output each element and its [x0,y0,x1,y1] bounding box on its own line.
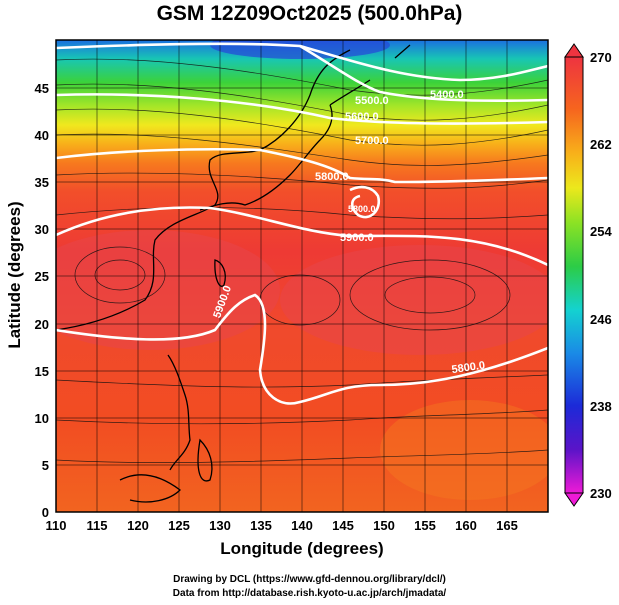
x-tick-label: 115 [87,518,108,533]
x-tick-label: 140 [291,518,313,533]
y-tick-label: 10 [35,411,49,426]
x-tick-label: 165 [496,518,518,533]
y-tick-label: 20 [35,317,49,332]
y-tick-label: 15 [35,364,49,379]
contour-label: 5500.0 [355,95,389,107]
x-tick-label: 160 [455,518,477,533]
y-tick-label: 0 [42,505,49,520]
height-contours [56,42,548,405]
x-tick-label: 135 [250,518,272,533]
y-tick-label: 35 [35,175,49,190]
colorbar: 230 238 246 254 262 270 [564,43,612,507]
wind-streamlines [56,58,548,463]
y-axis: 0 5 10 15 20 25 30 35 40 45 Latitude (de… [5,81,49,520]
temperature-field: 5500.0 5400.0 5600.0 5700.0 5800.0 5900.… [56,40,548,512]
colorbar-tick-label: 262 [590,137,612,152]
plot-frame [55,39,549,513]
contour-label: 5900.0 [340,232,374,244]
y-tick-label: 40 [35,128,49,143]
x-tick-label: 155 [414,518,436,533]
x-tick-label: 110 [46,518,67,533]
contour-label: 5800.0 [315,171,349,183]
x-tick-label: 120 [127,518,149,533]
x-axis-label: Longitude (degrees) [220,539,383,558]
colorbar-tick-label: 238 [590,399,612,414]
x-tick-label: 145 [332,518,354,533]
colorbar-tick-label: 254 [590,224,612,239]
credit-data-source: Data from http://database.rish.kyoto-u.a… [172,588,447,599]
map-title: GSM 12Z09Oct2025 (500.0hPa) [156,2,463,25]
contour-label: 5400.0 [430,89,464,101]
credit-drawing: Drawing by DCL (https://www.gfd-dennou.o… [173,574,446,585]
y-tick-label: 30 [35,222,49,237]
colorbar-tick-label: 246 [590,312,612,327]
y-tick-label: 45 [35,81,49,96]
y-tick-label: 25 [35,269,49,284]
colorbar-tick-label: 270 [590,50,612,65]
contour-label: 5800.0 [451,360,486,377]
y-tick-label: 5 [42,458,49,473]
y-axis-label: Latitude (degrees) [5,201,24,348]
colorbar-tick-label: 230 [590,486,612,501]
contour-label: 5800.0 [348,204,376,214]
x-axis: 110 115 120 125 130 135 140 145 150 155 … [46,518,518,558]
x-tick-label: 130 [209,518,231,533]
x-tick-label: 150 [373,518,395,533]
x-tick-label: 125 [168,518,190,533]
contour-label: 5600.0 [345,111,379,123]
coastlines [56,44,411,503]
contour-label: 5700.0 [355,135,389,147]
